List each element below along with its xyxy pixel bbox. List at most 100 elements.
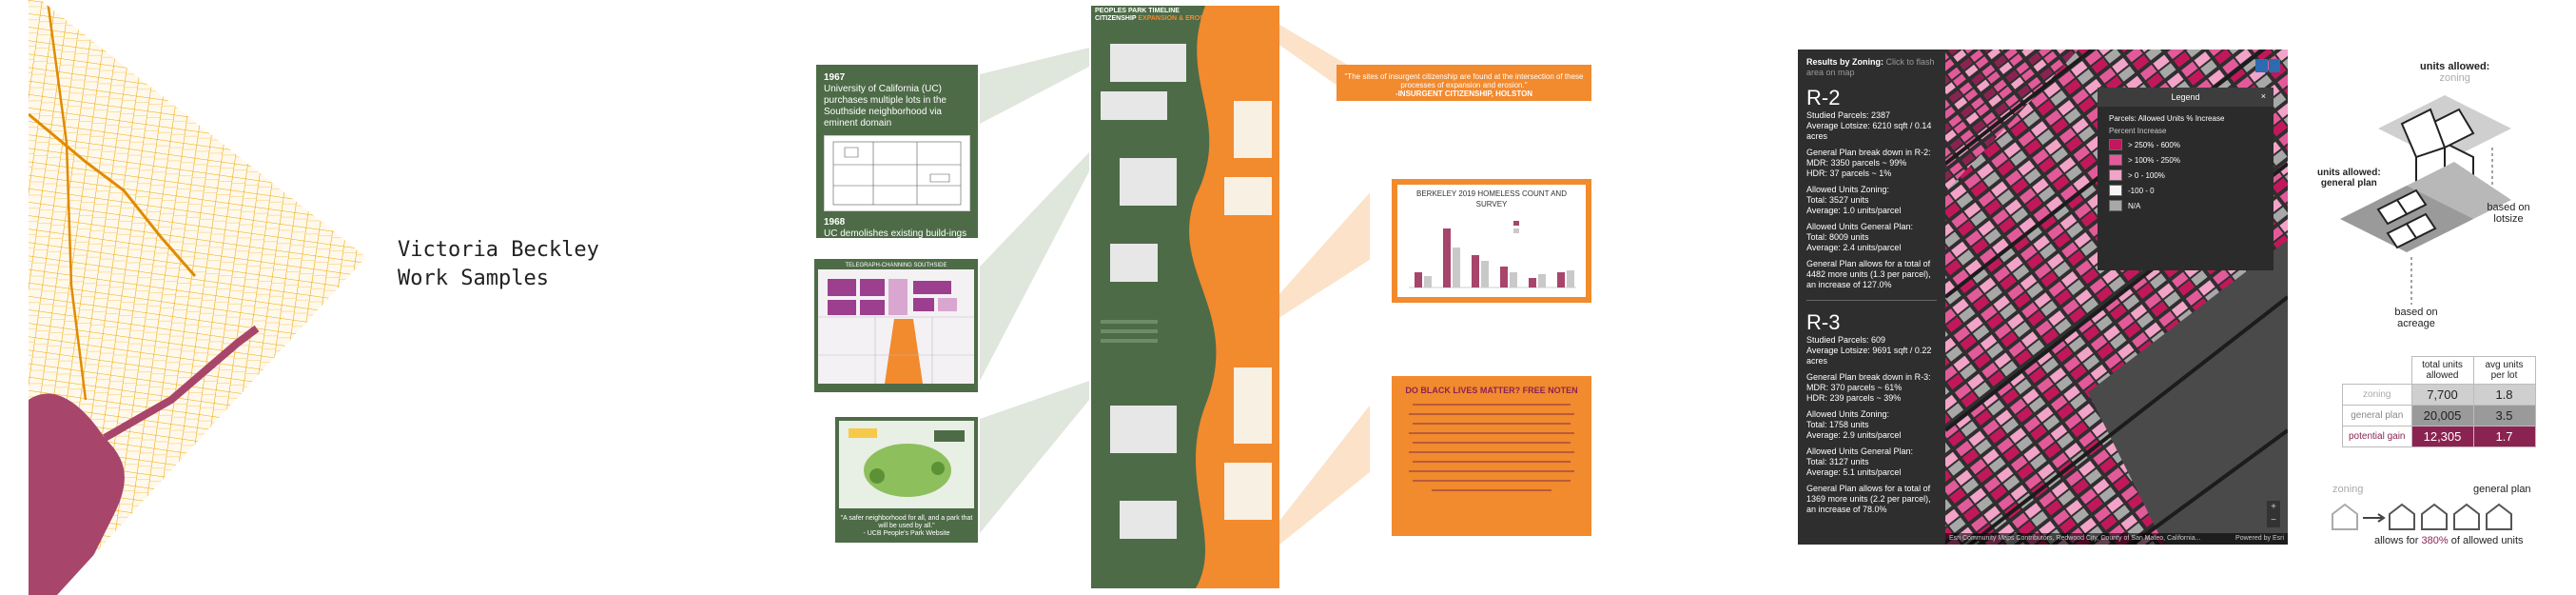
r2-augp2: Average: 2.4 units/parcel: [1806, 243, 1902, 252]
r3-augp-head: Allowed Units General Plan:: [1806, 446, 1914, 456]
table-row: zoning 7,700 1.8: [2342, 384, 2536, 406]
map-attribution: Esri Community Maps Contributors, Redwoo…: [1949, 535, 2201, 542]
table-row-label: zoning: [2342, 384, 2412, 406]
poster-header-accent1: EXPANSION: [1138, 15, 1178, 22]
legend-swatch: [2109, 154, 2122, 166]
quote-card-top: "The sites of insurgent citizenship are …: [1337, 65, 1591, 101]
legend-item: > 100% - 250%: [2109, 154, 2262, 166]
r2-studied: Studied Parcels: 2387: [1806, 110, 1891, 120]
poster-orange-band: [1101, 6, 1279, 588]
legend-close-icon[interactable]: ×: [2260, 91, 2266, 101]
legend-swatch: [2109, 169, 2122, 181]
card-text-1967: University of California (UC) purchases …: [824, 84, 946, 129]
r2-gp1: MDR: 3350 parcels ~ 99%: [1806, 158, 1907, 168]
legend-item: -100 - 0: [2109, 185, 2262, 196]
legend-panel: Legend × Parcels: Allowed Units % Increa…: [2098, 88, 2274, 270]
results-heading-text: Results by Zoning:: [1806, 57, 1883, 67]
legend-item-label: N/A: [2128, 201, 2141, 210]
based-on-acreage: based on acreage: [2394, 307, 2438, 329]
units-mid-sub: general plan: [2320, 178, 2377, 188]
bottom-zoning-label: zoning: [2332, 484, 2364, 495]
allows-pct: 380%: [2421, 535, 2449, 546]
r3-gp1: MDR: 370 parcels ~ 61%: [1806, 383, 1903, 392]
card-year-1967: 1967: [824, 72, 846, 83]
poster-header-line1: PEOPLES PARK TIMELINE: [1095, 8, 1180, 14]
r2-auz1: Total: 3527 units: [1806, 195, 1869, 205]
map-tool-buttons: [2255, 59, 2280, 72]
zoom-in-button[interactable]: +: [2271, 502, 2276, 512]
bottom-gp-label: general plan: [2473, 484, 2531, 495]
table-cell-total: 20,005: [2410, 405, 2474, 426]
table-header-cell: total units allowed: [2410, 356, 2474, 385]
homeless-count-card: BERKELEY 2019 HOMELESS COUNT AND SURVEY: [1392, 179, 1591, 303]
r3-auz1: Total: 1758 units: [1806, 420, 1869, 429]
legend-swatch: [2109, 185, 2122, 196]
r2-gp2: HDR: 37 parcels ~ 1%: [1806, 169, 1892, 178]
legend-field: Percent Increase: [2109, 127, 2167, 135]
table-cell-total: 12,305: [2410, 426, 2474, 447]
poster-timeline: PEOPLES PARK TIMELINE CITIZENSHIP EXPANS…: [1091, 6, 1279, 588]
legend-swatch: [2109, 139, 2122, 150]
card-site-plan: TELEGRAPH-CHANNING SOUTHSIDE: [814, 259, 978, 392]
r3-gp-head: General Plan break down in R-3:: [1806, 372, 1931, 382]
table-header-row: total units allowed avg units per lot: [2343, 356, 2536, 385]
legend-item: > 250% - 600%: [2109, 139, 2262, 150]
map-tool-button-1[interactable]: [2255, 59, 2268, 72]
allows-prefix: allows for: [2374, 535, 2422, 546]
poster-header-accent2: & EROSION: [1179, 15, 1217, 22]
blm-title: DO BLACK LIVES MATTER? FREE NOTEN: [1405, 386, 1578, 395]
table-row: general plan 20,005 3.5: [2342, 405, 2536, 426]
r2-gp-head: General Plan break down in R-2:: [1806, 148, 1931, 157]
table-header-cell: avg units per lot: [2472, 356, 2536, 385]
table-cell-avg: 1.8: [2472, 384, 2536, 406]
r2-auz-head: Allowed Units Zoning:: [1806, 185, 1890, 194]
r2-augp1: Total: 8009 units: [1806, 232, 1869, 242]
park-plan-image: [839, 421, 974, 508]
legend-subtitle: Parcels: Allowed Units % Increase: [2109, 114, 2225, 123]
results-hint[interactable]: Click to flash area on map: [1806, 57, 1935, 77]
legend-item-label: > 0 - 100%: [2128, 170, 2165, 180]
zoom-out-button[interactable]: −: [2271, 515, 2276, 526]
map-powered[interactable]: Powered by Esri: [2235, 535, 2284, 542]
poster-header: PEOPLES PARK TIMELINE CITIZENSHIP EXPANS…: [1095, 8, 1216, 23]
r3-lotsize: Average Lotsize: 9691 sqft / 0.22 acres: [1806, 346, 1932, 366]
r3-augp1: Total: 3127 units: [1806, 457, 1869, 466]
legend-items: > 250% - 600% > 100% - 250% > 0 - 100% -…: [2098, 139, 2274, 211]
results-panel: Results by Zoning: Click to flash area o…: [1798, 50, 1945, 545]
card-park-quote: "A safer neighborhood for all, and a par…: [835, 417, 978, 543]
r2-lotsize: Average Lotsize: 6210 sqft / 0.14 acres: [1806, 121, 1932, 141]
r2-augp-head: Allowed Units General Plan:: [1806, 222, 1914, 231]
poster-connectors: [980, 19, 1370, 552]
house-icon: [2332, 503, 2358, 530]
legend-header: Legend ×: [2098, 88, 2274, 107]
quote-top-text: "The sites of insurgent citizenship are …: [1344, 72, 1584, 89]
homeless-title: BERKELEY 2019 HOMELESS COUNT AND SURVEY: [1416, 189, 1567, 208]
blm-card: DO BLACK LIVES MATTER? FREE NOTEN: [1392, 376, 1591, 536]
table-cell-avg: 1.7: [2472, 426, 2536, 447]
allows-suffix: of allowed units: [2448, 535, 2524, 546]
site-plan-image: [818, 269, 974, 384]
units-table: total units allowed avg units per lot zo…: [2342, 356, 2536, 447]
legend-title: Legend: [2171, 92, 2200, 102]
legend-item-label: > 100% - 250%: [2128, 155, 2180, 165]
map-attribution-bar: Esri Community Maps Contributors, Redwoo…: [1945, 533, 2288, 545]
table-cell-total: 7,700: [2410, 384, 2474, 406]
table-row-label: general plan: [2342, 405, 2412, 426]
legend-item-label: > 250% - 600%: [2128, 140, 2180, 149]
blm-text-lines: [1409, 404, 1574, 491]
house-icons-row: [2332, 503, 2512, 530]
results-heading: Results by Zoning: Click to flash area o…: [1806, 57, 1937, 78]
homeless-chart-panel: BERKELEY 2019 HOMELESS COUNT AND SURVEY: [1397, 185, 1586, 297]
legend-swatch: [2109, 200, 2122, 211]
r3-studied: Studied Parcels: 609: [1806, 335, 1886, 345]
r3-gp2: HDR: 239 parcels ~ 39%: [1806, 393, 1902, 403]
plan-caption: TELEGRAPH-CHANNING SOUTHSIDE: [845, 263, 947, 268]
allows-text: allows for 380% of allowed units: [2374, 535, 2524, 546]
units-gp-label: units allowed: general plan: [2317, 168, 2381, 188]
r3-auz2: Average: 2.9 units/parcel: [1806, 430, 1902, 440]
zone-r3-title[interactable]: R-3: [1806, 310, 1841, 334]
card-year-1968: 1968: [824, 217, 846, 228]
table-row-label: potential gain: [2342, 426, 2412, 447]
map-tool-button-2[interactable]: [2268, 59, 2280, 72]
zone-r2-title[interactable]: R-2: [1806, 86, 1841, 109]
